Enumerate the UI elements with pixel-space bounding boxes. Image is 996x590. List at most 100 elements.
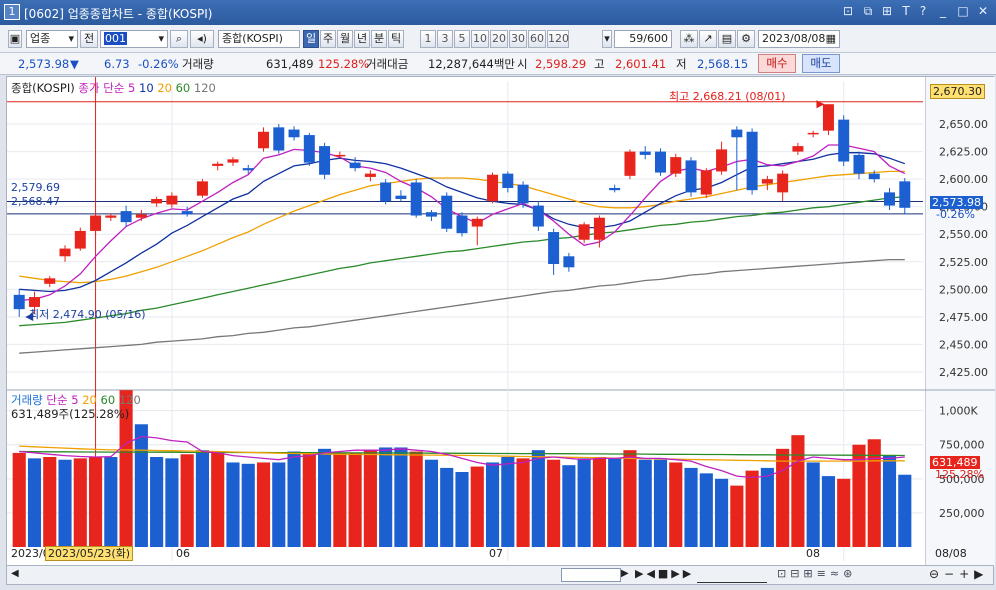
- volume-bar: [348, 452, 362, 547]
- interval-button[interactable]: 1: [420, 30, 436, 48]
- sound-icon[interactable]: ◂): [190, 30, 214, 48]
- candle-body: [593, 217, 605, 240]
- scroll-thumb[interactable]: [561, 568, 621, 582]
- volume-legend-name: 거래량: [11, 393, 43, 407]
- scroll-bar[interactable]: ◀ ▶ ▶◀■▶▶ ⊡⊟⊞≡≈⊛ ⊖−+▶: [6, 565, 994, 585]
- volume-bar: [287, 451, 301, 547]
- chart-tool-icons[interactable]: ⊡⊟⊞≡≈⊛: [777, 567, 857, 580]
- scroll-right-icon[interactable]: ▶: [621, 568, 629, 579]
- candle-body: [242, 168, 254, 171]
- y-axis-panel: [925, 77, 995, 567]
- link-icon[interactable]: ⊡: [842, 4, 854, 18]
- volume-bar: [73, 458, 87, 547]
- calendar-icon: ▦: [825, 32, 836, 45]
- candle-body: [517, 184, 529, 204]
- candle-body: [456, 215, 468, 234]
- dropdown-icon[interactable]: ▾: [602, 30, 612, 48]
- cursor-date-tag: 2023/05/23(화): [45, 546, 134, 561]
- sell-button[interactable]: 매도: [802, 54, 840, 73]
- lock-icon[interactable]: ▣: [8, 30, 22, 48]
- volume-bar: [318, 448, 332, 547]
- period-button[interactable]: 월: [337, 30, 353, 48]
- candle-body: [884, 192, 896, 206]
- candle-body: [670, 157, 682, 174]
- volume-ma20-line: [19, 445, 905, 462]
- y-tick-label: 2,550.00: [939, 228, 988, 241]
- volume-bar: [379, 447, 393, 547]
- volume-bar: [608, 458, 622, 547]
- market-select[interactable]: 업종 ▾: [26, 30, 78, 48]
- close-icon[interactable]: ✕: [977, 4, 989, 18]
- candle-body: [624, 151, 636, 176]
- interval-button[interactable]: 30: [509, 30, 527, 48]
- count-field[interactable]: 59/600: [614, 30, 672, 48]
- playback-controls[interactable]: ▶◀■▶▶: [635, 567, 695, 580]
- volume-bar: [211, 451, 225, 547]
- minimize-icon[interactable]: _: [940, 4, 946, 18]
- volume-bar: [256, 462, 271, 547]
- candle-body: [212, 163, 224, 166]
- candle-body: [151, 198, 163, 204]
- candle-body: [303, 135, 315, 163]
- candle-body: [273, 127, 285, 151]
- save-icon[interactable]: ▤: [718, 30, 736, 48]
- search-icon[interactable]: ⌕: [170, 30, 188, 48]
- volume-bar: [440, 467, 454, 547]
- volume-bar: [623, 450, 637, 547]
- volume-bar: [104, 457, 118, 547]
- candle-body: [639, 151, 651, 155]
- candle-body: [807, 132, 819, 135]
- period-button[interactable]: 년: [354, 30, 370, 48]
- scroll-left-icon[interactable]: ◀: [11, 568, 19, 579]
- interval-button[interactable]: 10: [471, 30, 489, 48]
- gear-icon[interactable]: ⚙: [737, 30, 755, 48]
- help-icon[interactable]: ?: [919, 4, 927, 18]
- volume-ma60-line: [19, 450, 905, 457]
- code-input[interactable]: 001 ▾: [100, 30, 168, 48]
- down-arrow-icon: ▼: [70, 57, 79, 71]
- period-button[interactable]: 틱: [388, 30, 404, 48]
- zoom-icons[interactable]: ⊖−+▶: [929, 567, 989, 581]
- volume-value-tag: 631,489: [930, 456, 980, 469]
- chart-area[interactable]: 2,650.002,625.002,600.002,575.002,550.00…: [6, 76, 995, 567]
- high-value: 2,601.41: [615, 57, 667, 71]
- date-field[interactable]: 2023/08/08 ▦: [758, 30, 840, 48]
- interval-button[interactable]: 20: [490, 30, 508, 48]
- volume-bar: [714, 478, 729, 547]
- y-tick-label: 2,475.00: [939, 311, 988, 324]
- interval-button[interactable]: 5: [454, 30, 470, 48]
- window-title: [0602] 업종종합차트 - 종합(KOSPI): [24, 7, 213, 21]
- high-label: 고: [594, 57, 605, 71]
- zoom-slider[interactable]: [697, 567, 767, 583]
- volume-bar: [592, 457, 606, 547]
- export-icon[interactable]: ⧉: [863, 4, 873, 18]
- indicator-icon[interactable]: ⁂: [680, 30, 698, 48]
- prev-button[interactable]: 전: [80, 30, 98, 48]
- candle-body: [410, 182, 422, 216]
- interval-button[interactable]: 60: [528, 30, 546, 48]
- chart-canvas[interactable]: 2,650.002,625.002,600.002,575.002,550.00…: [7, 77, 995, 567]
- interval-button[interactable]: 120: [547, 30, 569, 48]
- volume-bar: [27, 458, 42, 547]
- volume-bar: [898, 474, 912, 547]
- interval-button[interactable]: 3: [437, 30, 453, 48]
- volume-value: 631,489: [266, 57, 314, 71]
- candle-body: [90, 215, 102, 231]
- font-icon[interactable]: T: [902, 4, 910, 18]
- pin-icon[interactable]: ⊞: [881, 4, 893, 18]
- draw-icon[interactable]: ↗: [699, 30, 717, 48]
- candle-body: [135, 214, 147, 218]
- period-button[interactable]: 주: [320, 30, 336, 48]
- volume-bar: [516, 458, 530, 547]
- amount-value: 12,287,644백만: [428, 57, 516, 71]
- candle-body: [899, 181, 911, 208]
- y-tick-label: 2,425.00: [939, 366, 988, 379]
- low-arrow: [25, 312, 34, 321]
- top-price-tag: 2,670.30: [930, 84, 985, 99]
- candle-body: [105, 215, 117, 218]
- period-button[interactable]: 분: [371, 30, 387, 48]
- buy-button[interactable]: 매수: [758, 54, 796, 73]
- period-button[interactable]: 일: [303, 30, 319, 48]
- maximize-icon[interactable]: □: [957, 4, 969, 18]
- price-legend: 종합(KOSPI) 종가 단순 5 10 20 60 120: [11, 80, 216, 96]
